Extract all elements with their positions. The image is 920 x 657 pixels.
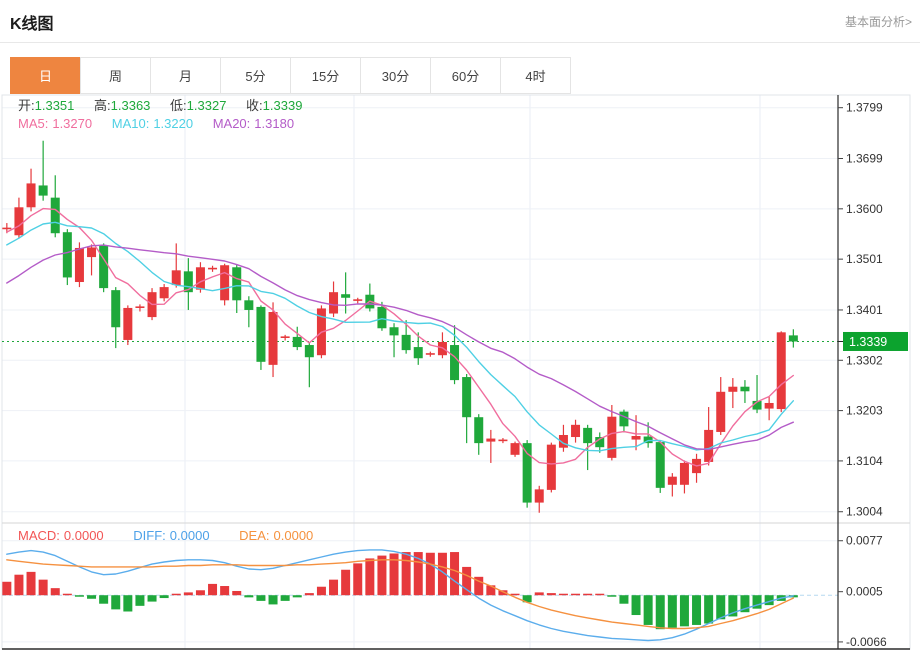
tab-30min[interactable]: 30分 — [360, 57, 431, 94]
page-title: K线图 — [10, 16, 54, 33]
svg-text:1.3203: 1.3203 — [846, 404, 883, 418]
svg-text:1.3799: 1.3799 — [846, 101, 883, 115]
tab-5min[interactable]: 5分 — [220, 57, 291, 94]
fundamental-analysis-link[interactable]: 基本面分析> — [844, 15, 912, 29]
svg-text:1.3104: 1.3104 — [846, 454, 883, 468]
header-divider — [0, 42, 920, 43]
tab-4hour[interactable]: 4时 — [500, 57, 571, 94]
svg-text:1.3699: 1.3699 — [846, 152, 883, 166]
tab-15min[interactable]: 15分 — [290, 57, 361, 94]
svg-text:1.3004: 1.3004 — [846, 505, 883, 519]
svg-text:1.3501: 1.3501 — [846, 252, 883, 266]
svg-text:1.3339: 1.3339 — [849, 335, 887, 349]
period-tabbar: 日 周 月 5分 15分 30分 60分 4时 — [10, 57, 571, 94]
svg-text:1.3600: 1.3600 — [846, 202, 883, 216]
tab-day[interactable]: 日 — [10, 57, 81, 94]
tab-month[interactable]: 月 — [150, 57, 221, 94]
svg-text:-0.0066: -0.0066 — [846, 635, 887, 649]
svg-text:1.3302: 1.3302 — [846, 353, 883, 367]
svg-text:1.3401: 1.3401 — [846, 303, 883, 317]
tab-60min[interactable]: 60分 — [430, 57, 501, 94]
svg-text:0.0005: 0.0005 — [846, 585, 883, 599]
svg-text:0.0077: 0.0077 — [846, 534, 883, 548]
tab-week[interactable]: 周 — [80, 57, 151, 94]
